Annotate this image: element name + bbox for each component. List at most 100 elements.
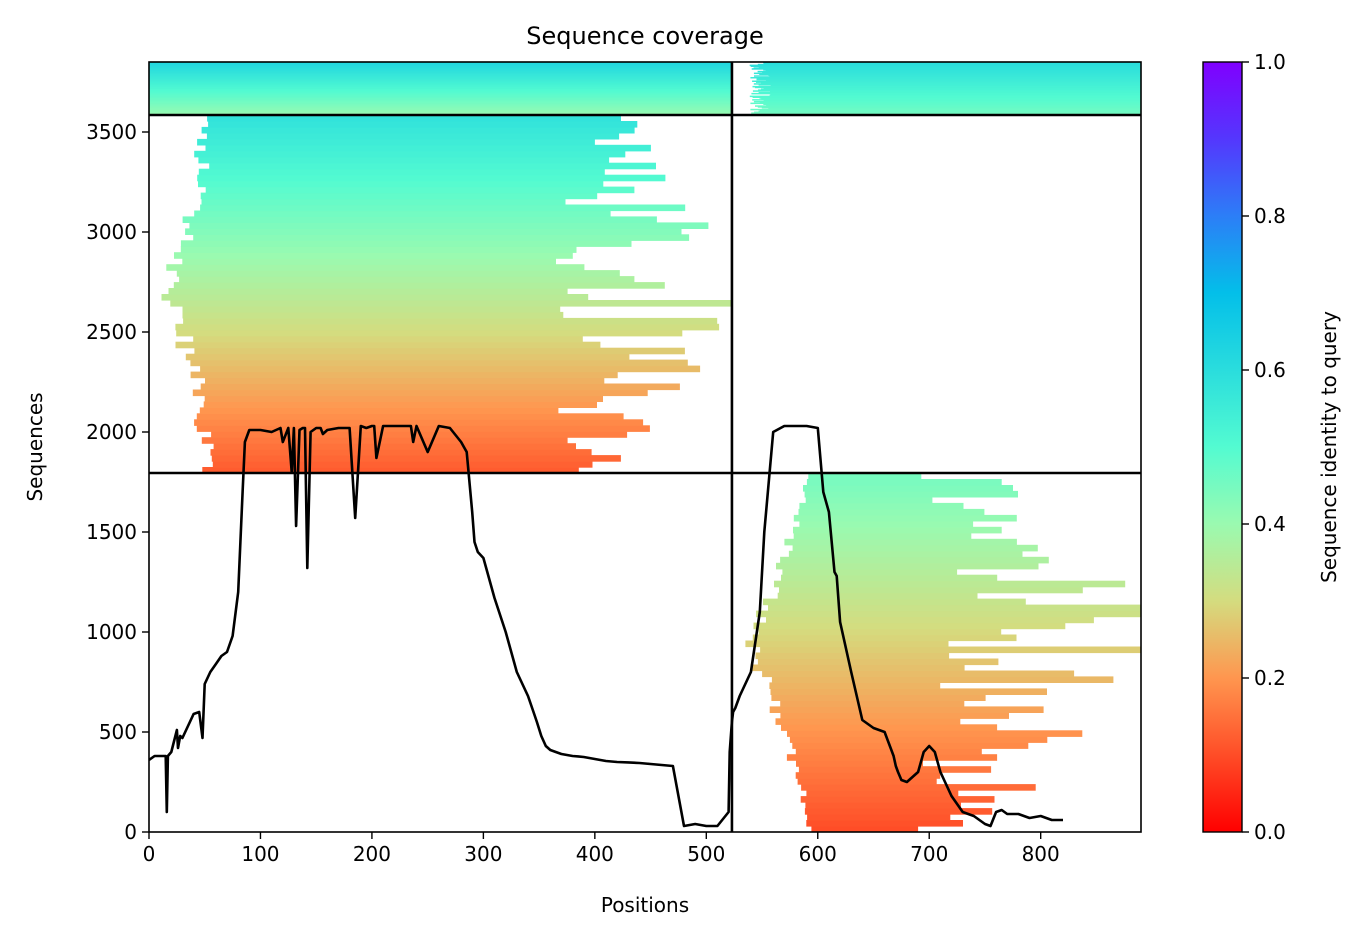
coverage-row [149, 83, 732, 85]
coverage-row [786, 754, 998, 761]
coverage-row [149, 66, 732, 68]
coverage-row [762, 670, 1075, 678]
coverage-row [190, 371, 618, 379]
coverage-row [762, 71, 1141, 74]
coverage-row [781, 574, 998, 582]
coverage-row [200, 204, 686, 212]
coverage-row [192, 389, 648, 397]
coverage-row [758, 110, 1141, 113]
coverage-row [756, 81, 1141, 83]
coverage-row [149, 103, 732, 105]
coverage-row [201, 198, 566, 206]
coverage-row [149, 70, 732, 73]
coverage-row [149, 89, 732, 91]
coverage-row [805, 496, 933, 504]
coverage-row [799, 520, 974, 528]
coverage-row [761, 107, 1141, 109]
coverage-row [149, 112, 732, 114]
y-axis-label: Sequences [23, 392, 47, 501]
coverage-row [149, 73, 732, 75]
coverage-row [149, 85, 732, 88]
coverage-row [759, 109, 1141, 112]
coverage-row [149, 99, 732, 101]
coverage-row [149, 86, 732, 89]
coverage-row [759, 101, 1141, 104]
coverage-row [793, 526, 1002, 534]
coverage-row [796, 760, 923, 767]
coverage-row [149, 92, 732, 94]
coverage-row [149, 97, 732, 99]
coverage-row [193, 234, 690, 241]
coverage-row [149, 107, 732, 110]
coverage-row [176, 270, 620, 277]
coverage-row [149, 79, 732, 82]
chain-A-paired-block [149, 62, 732, 116]
coverage-row [149, 67, 732, 69]
coverage-row [149, 105, 732, 107]
coverage-row [149, 85, 732, 87]
coverage-row [183, 317, 718, 325]
coverage-row [749, 64, 1141, 67]
coverage-row [185, 228, 682, 235]
coverage-row [758, 66, 1141, 68]
coverage-row [209, 162, 656, 170]
coverage-row [196, 413, 624, 420]
coverage-row [149, 109, 732, 112]
coverage-row [769, 94, 1141, 97]
chart-title: Sequence coverage [526, 22, 763, 50]
y-tick-label: 3500 [86, 120, 137, 144]
coverage-row [149, 71, 732, 74]
coverage-row [766, 616, 1094, 624]
coverage-row [149, 104, 732, 106]
y-tick-label: 2000 [86, 420, 137, 444]
coverage-row [202, 467, 579, 474]
coverage-row [750, 108, 1141, 111]
coverage-row [779, 586, 1083, 594]
colorbar-tick-label: 0.8 [1254, 204, 1286, 228]
coverage-row [149, 84, 732, 86]
coverage-row [766, 104, 1141, 106]
coverage-row [149, 69, 732, 71]
y-tick-label: 3000 [86, 220, 137, 244]
coverage-row [804, 808, 993, 815]
coverage-row [754, 111, 1141, 113]
coverage-row [205, 144, 651, 152]
coverage-row [788, 550, 1023, 558]
coverage-row [793, 514, 1017, 522]
x-axis-ticks: 0 100 200 300 400 500 600 700 800 [143, 832, 1060, 866]
coverage-row [149, 111, 732, 113]
coverage-row [149, 101, 732, 104]
coverage-row [149, 87, 732, 90]
coverage-row [774, 580, 1126, 588]
coverage-row [787, 730, 1083, 737]
coverage-row [198, 168, 605, 176]
coverage-row [196, 425, 650, 432]
colorbar-tick-label: 0.6 [1254, 358, 1286, 382]
coverage-row [194, 210, 611, 218]
coverage-row [170, 300, 732, 307]
coverage-row [760, 646, 1141, 654]
coverage-row [173, 282, 665, 289]
coverage-row [771, 694, 986, 701]
coverage-row [182, 258, 557, 265]
x-tick-label: 100 [241, 842, 279, 866]
chain-B-paired-block [749, 62, 1141, 116]
plot-area [149, 62, 1141, 832]
y-tick-label: 1000 [86, 620, 137, 644]
coverage-row [755, 652, 950, 660]
coverage-row [752, 80, 1141, 82]
coverage-row [749, 95, 1141, 98]
y-tick-label: 0 [124, 820, 137, 844]
coverage-row [149, 63, 732, 66]
coverage-row [771, 676, 1114, 683]
coverage-row [753, 622, 1066, 630]
coverage-row [745, 640, 949, 648]
coverage-row [149, 72, 732, 75]
coverage-row [149, 100, 732, 102]
coverage-row [206, 132, 620, 140]
coverage-row [176, 329, 683, 337]
coverage-row [753, 83, 1141, 85]
coverage-row [763, 62, 1141, 65]
coverage-row [149, 78, 732, 81]
